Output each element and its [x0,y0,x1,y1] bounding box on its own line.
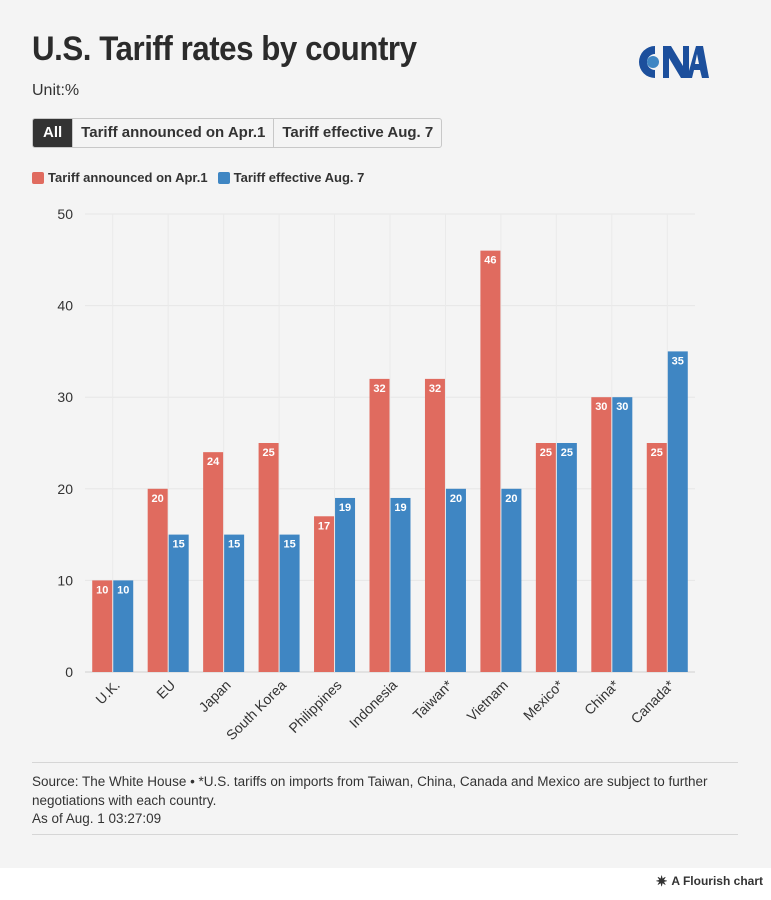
tab-bar: All Tariff announced on Apr.1 Tariff eff… [32,118,443,148]
bar-effective[interactable] [667,351,688,672]
bar-value-label: 25 [561,447,573,459]
x-category-label: Taiwan* [410,676,456,722]
bar-value-label: 20 [152,493,164,505]
tab-all[interactable]: All [33,119,73,147]
bar-value-label: 15 [283,539,295,551]
legend-label-announced: Tariff announced on Apr.1 [48,170,208,185]
bar-announced[interactable] [646,443,667,672]
y-tick-label: 40 [57,298,73,314]
y-axis: 0 10 20 30 40 50 [57,206,73,680]
x-category-label: EU [153,677,178,702]
bar-value-label: 24 [207,456,220,468]
chart-subtitle: Unit:% [32,82,80,99]
bar-value-label: 25 [651,447,663,459]
footer-divider-bottom [32,834,738,835]
bar-value-label: 17 [318,520,330,532]
bar-value-label: 25 [540,447,552,459]
bar-announced[interactable] [535,443,556,672]
grid-lines [85,213,695,673]
bar-effective[interactable] [390,497,411,672]
legend-swatch-announced [32,171,44,184]
bar-value-label: 15 [228,539,240,551]
chart-legend: Tariff announced on Apr.1 Tariff effecti… [32,170,364,185]
bar-effective[interactable] [556,443,577,672]
bar-effective[interactable] [612,397,633,672]
x-category-label: Philippines [285,677,344,736]
legend-item-effective[interactable]: Tariff effective Aug. 7 [217,170,365,185]
bars [92,250,688,672]
bar-effective[interactable] [335,497,356,672]
bar-value-label: 32 [429,383,441,395]
bar-value-label: 20 [450,493,462,505]
y-tick-label: 30 [57,389,73,405]
x-category-label: China* [581,676,622,717]
bar-value-label: 10 [117,584,129,596]
bar-effective[interactable] [113,580,134,672]
flourish-credit-label: A Flourish chart [671,874,763,888]
tab-effective-aug7[interactable]: Tariff effective Aug. 7 [273,119,441,147]
bar-value-label: 20 [505,493,517,505]
x-category-label: Mexico* [520,676,567,723]
bar-value-label: 35 [672,355,684,367]
bar-effective[interactable] [501,488,522,672]
bar-announced[interactable] [424,378,445,672]
chart-title: U.S. Tariff rates by country [32,30,417,68]
bar-value-label: 32 [373,383,385,395]
bar-announced[interactable] [203,452,224,672]
y-tick-label: 0 [65,664,73,680]
bar-announced[interactable] [591,397,612,672]
bar-announced[interactable] [314,516,335,672]
x-category-label: Indonesia [346,677,400,731]
x-category-label: Japan [195,677,233,715]
bar-announced[interactable] [480,250,501,672]
x-category-label: U.K. [92,677,123,708]
bar-announced[interactable] [92,580,113,672]
bar-value-label: 10 [96,584,108,596]
y-tick-label: 10 [57,572,73,588]
legend-swatch-effective [217,171,230,184]
legend-item-announced[interactable]: Tariff announced on Apr.1 [32,170,208,185]
bar-effective[interactable] [279,534,300,672]
bar-chart: 0 10 20 30 40 50 10 10 20 15 24 15 25 15 17 19 32 19 32 20… [57,206,695,743]
x-category-label: Canada* [628,676,678,726]
x-category-label: Vietnam [464,677,511,724]
bar-value-label: 19 [339,502,351,514]
bar-value-label: 30 [616,401,628,413]
y-tick-label: 50 [57,206,73,222]
bar-value-label: 46 [484,255,496,267]
bar-effective[interactable] [224,534,245,672]
cna-logo [633,42,709,82]
cna-logo-icon [639,46,709,78]
tab-announced-apr1[interactable]: Tariff announced on Apr.1 [72,119,273,147]
source-note: Source: The White House • *U.S. tariffs … [32,774,708,808]
bar-effective[interactable] [168,534,189,672]
x-category-label: South Korea [223,677,290,744]
bar-value-label: 30 [595,401,607,413]
bar-value-label: 25 [262,447,274,459]
flourish-credit-link[interactable]: ✷ A Flourish chart [656,874,763,888]
bar-announced[interactable] [147,488,168,672]
bar-announced[interactable] [369,378,390,672]
flourish-asterisk-icon: ✷ [655,873,668,889]
bar-announced[interactable] [258,443,279,672]
bar-effective[interactable] [445,488,466,672]
bar-labels: 10 10 20 15 24 15 25 15 17 19 32 19 32 20 46 20 25 25 30 30… [96,255,684,597]
bar-value-label: 19 [394,502,406,514]
y-tick-label: 20 [57,481,73,497]
footer-divider-top [32,762,738,763]
legend-label-effective: Tariff effective Aug. 7 [233,170,365,185]
as-of-timestamp: As of Aug. 1 03:27:09 [32,811,162,826]
bar-value-label: 15 [173,539,185,551]
